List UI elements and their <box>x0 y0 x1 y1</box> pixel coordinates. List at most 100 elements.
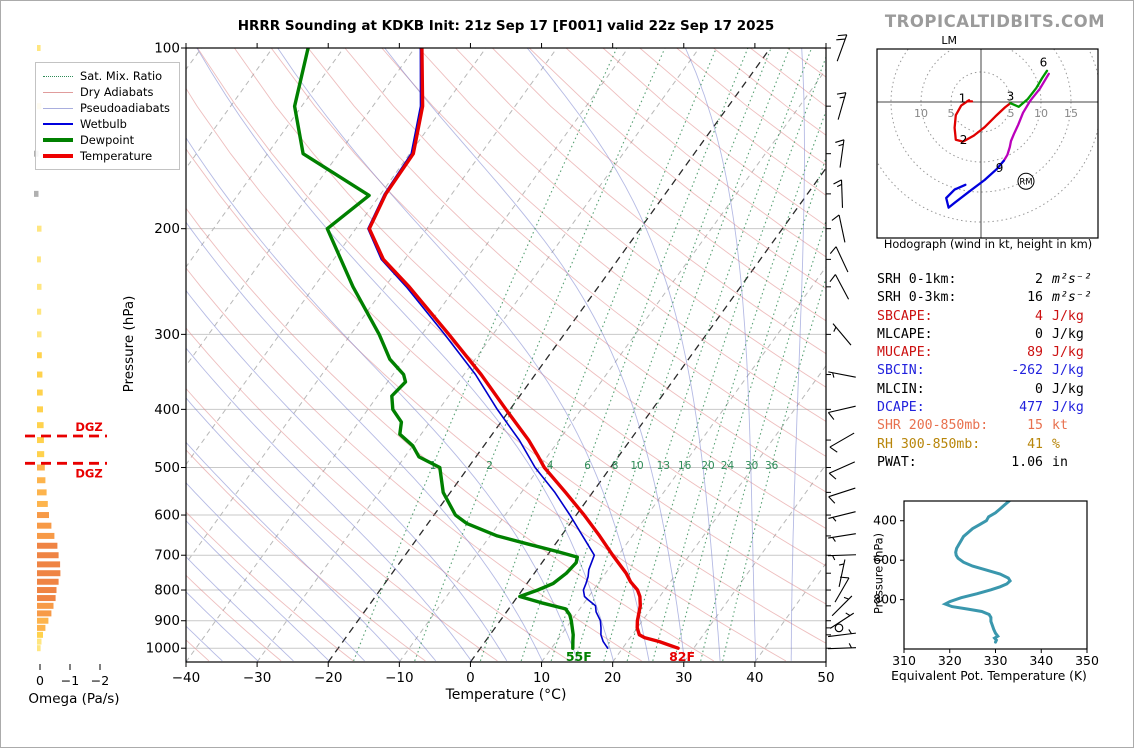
legend-line-sample <box>43 138 73 142</box>
index-unit: J/kg <box>1052 400 1084 416</box>
mixing-ratio-line <box>479 48 717 662</box>
legend-item: Dry Adiabats <box>43 84 170 100</box>
mixing-ratio-line <box>652 109 826 662</box>
hodograph-trace-6-9km <box>1002 72 1050 162</box>
dry-adiabat <box>186 574 282 662</box>
dry-adiabat <box>270 48 826 529</box>
thetae-x-axis-label: Equivalent Pot. Temperature (K) <box>891 669 1087 683</box>
dgz-label: DGZ <box>75 466 102 480</box>
dry-adiabat <box>197 48 826 605</box>
page-title: HRRR Sounding at KDKB Init: 21z Sep 17 [… <box>237 18 775 34</box>
omega-bar <box>37 610 52 617</box>
pseudoadiabat <box>186 397 437 662</box>
surface-dewpoint-label: 55F <box>566 649 592 664</box>
wind-barb <box>837 92 847 120</box>
omega-bar <box>37 464 45 471</box>
thetae-frame <box>903 500 1088 650</box>
pseudoadiabat <box>684 48 757 661</box>
omega-bar <box>37 451 45 458</box>
index-row: PWAT: 1.06 in <box>877 454 1115 472</box>
index-unit: J/kg <box>1052 308 1084 324</box>
index-label: SRH 0-1km: <box>877 272 957 287</box>
omega-bar <box>37 352 42 359</box>
index-row: DCAPE: 477 J/kg <box>877 399 1115 417</box>
isotherm <box>186 48 273 170</box>
height-label: 6 <box>1040 55 1048 69</box>
wind-barb <box>829 432 855 448</box>
omega-bar <box>37 477 46 484</box>
dry-adiabat <box>186 449 426 662</box>
wind-barb <box>838 214 846 243</box>
indices-panel: SRH 0-1km: 2 m²s⁻² SRH 0-3km: 16 m²s⁻² SBCAPE:… <box>877 271 1115 472</box>
pseudoadiabat <box>186 520 330 662</box>
mixing-ratio-label: 30 <box>745 460 758 472</box>
isotherm <box>186 48 629 662</box>
wind-barb <box>828 533 856 539</box>
omega-tick-label: −1 <box>61 673 79 688</box>
x-tick-label: 0 <box>466 670 475 686</box>
wind-barb <box>834 577 850 603</box>
hodograph-trace-9-12km <box>945 159 1005 209</box>
index-value: -262 <box>1011 363 1043 379</box>
omega-bar <box>37 331 42 338</box>
mixing-ratio-label: 24 <box>721 460 735 472</box>
omega-bar <box>37 578 59 585</box>
x-tick-label: 50 <box>817 670 834 686</box>
pseudoadiabat <box>196 48 614 662</box>
mixing-ratio-line <box>673 156 826 662</box>
legend-item: Wetbulb <box>43 116 170 132</box>
pseudoadiabat <box>277 48 650 661</box>
legend-item: Dewpoint <box>43 132 170 148</box>
wind-barb <box>831 595 853 617</box>
index-label: SHR 200-850mb: <box>877 418 989 434</box>
index-row: RH 300-850mb: 41% <box>877 436 1115 454</box>
pseudoadiabat <box>186 591 259 662</box>
height-label: 9 <box>996 161 1004 175</box>
omega-bar <box>37 283 42 290</box>
index-value: 16 <box>1027 290 1043 306</box>
dry-adiabat <box>455 48 826 355</box>
omega-panel: DGZ DGZ 0 −1 −2 <box>25 45 109 688</box>
calm-wind-icon <box>834 623 844 633</box>
surface-temp-label: 82F <box>669 649 695 664</box>
index-row: SBCIN: -262 J/kg <box>877 362 1115 380</box>
index-value: 2 <box>1035 272 1043 287</box>
legend-item: Sat. Mix. Ratio <box>43 68 170 84</box>
index-unit: kt <box>1052 418 1068 434</box>
index-unit: J/kg <box>1052 363 1084 379</box>
omega-bar <box>37 602 54 609</box>
pseudoadiabat <box>790 48 805 661</box>
mixing-ratio-line <box>520 48 749 662</box>
wind-barb <box>835 246 849 273</box>
legend-item-label: Dewpoint <box>80 133 135 147</box>
isotherm <box>683 463 826 662</box>
omega-bar <box>37 308 42 315</box>
thetae-curve <box>941 501 1013 644</box>
omega-bar <box>37 638 42 645</box>
mixing-ratio-label: 2 <box>486 460 493 472</box>
legend-item-label: Dry Adiabats <box>80 85 154 99</box>
legend-item: Temperature <box>43 148 170 164</box>
legend: Sat. Mix. Ratio Dry Adiabats Pseudoadiabat… <box>35 62 180 170</box>
ring-label: 10 <box>914 107 928 120</box>
hodograph-trace-3-6km <box>1009 69 1049 108</box>
mixing-ratio-line <box>700 219 826 662</box>
wind-barb <box>828 461 856 474</box>
omega-bar <box>37 500 48 507</box>
wind-barb <box>828 487 856 498</box>
index-value: 0 <box>1035 381 1043 397</box>
mixing-ratio-label: 13 <box>657 460 670 472</box>
ring-label: 5 <box>1008 107 1015 120</box>
index-row: MUCAPE: 89 J/kg <box>877 344 1115 362</box>
omega-bar <box>37 45 41 51</box>
index-value: 4 <box>1035 308 1043 324</box>
thetae-x-tick: 340 <box>1029 653 1053 668</box>
pressure-tick-label: 400 <box>154 402 180 418</box>
x-tick-label: −20 <box>314 670 343 686</box>
wind-barb <box>838 559 846 588</box>
omega-bar <box>37 542 58 549</box>
skewt-x-axis-label: Temperature (°C) <box>445 687 567 703</box>
legend-line-sample <box>43 91 73 93</box>
